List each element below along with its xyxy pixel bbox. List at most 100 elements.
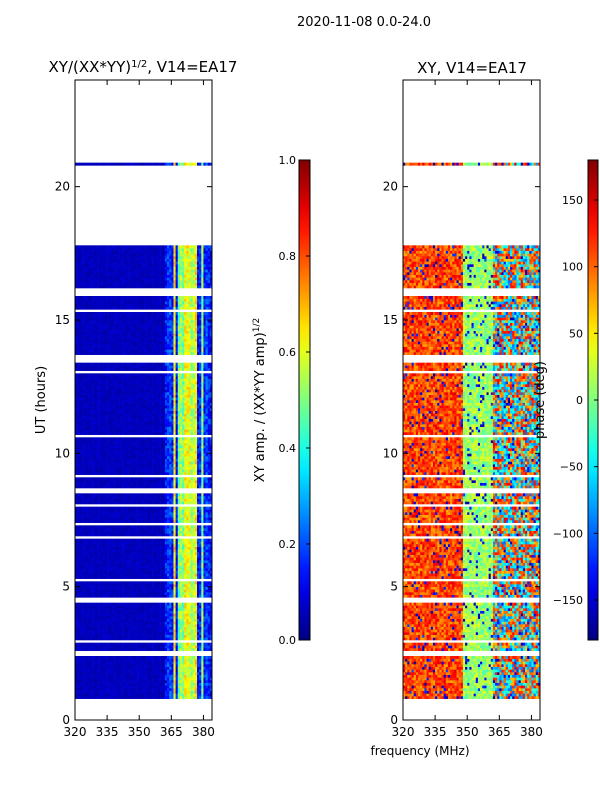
- ratio-heat-cell: [114, 661, 116, 664]
- ratio-heat-cell: [141, 461, 143, 464]
- ratio-heat-cell: [199, 672, 201, 675]
- ratio-heat-cell: [158, 629, 160, 632]
- ratio-heat-cell: [90, 515, 92, 518]
- ratio-heat-cell: [99, 496, 101, 499]
- ratio-heat-cell: [197, 499, 199, 502]
- ratio-heat-cell: [197, 627, 199, 630]
- ratio-heat-cell: [135, 613, 137, 616]
- ratio-heat-cell: [77, 469, 79, 472]
- ratio-heat-cell: [84, 637, 86, 640]
- ratio-heat-cell: [197, 461, 199, 464]
- ratio-heat-cell: [137, 669, 139, 672]
- ratio-heat-cell: [146, 683, 148, 686]
- ratio-heat-cell: [144, 624, 146, 627]
- ratio-heat-cell: [103, 547, 105, 550]
- ratio-heat-cell: [111, 680, 113, 683]
- ratio-heat-cell: [167, 547, 169, 550]
- ratio-heat-cell: [195, 584, 197, 587]
- ratio-heat-cell: [191, 525, 193, 528]
- ratio-heat-cell: [114, 581, 116, 584]
- ratio-heat-cell: [118, 643, 120, 646]
- ratio-heat-cell: [92, 549, 94, 552]
- ratio-heat-cell: [103, 461, 105, 464]
- ratio-heat-cell: [176, 595, 178, 598]
- ratio-heat-cell: [77, 656, 79, 659]
- ratio-heat-cell: [141, 552, 143, 555]
- ratio-heat-cell: [81, 501, 83, 504]
- ratio-heat-cell: [163, 613, 165, 616]
- ratio-heat-cell: [188, 533, 190, 536]
- ratio-heat-cell: [148, 611, 150, 614]
- ratio-heat-cell: [165, 485, 167, 488]
- ratio-heat-cell: [116, 688, 118, 691]
- ratio-heat-cell: [152, 675, 154, 678]
- ratio-heat-cell: [206, 613, 208, 616]
- ratio-heat-cell: [116, 693, 118, 696]
- ratio-heat-cell: [109, 533, 111, 536]
- ratio-heat-cell: [156, 685, 158, 688]
- ratio-heat-cell: [154, 576, 156, 579]
- ratio-heat-cell: [201, 627, 203, 630]
- ratio-heat-cell: [173, 555, 175, 558]
- ratio-heat-cell: [161, 611, 163, 614]
- ratio-heat-cell: [107, 520, 109, 523]
- ratio-heat-cell: [118, 501, 120, 504]
- ratio-heat-cell: [124, 483, 126, 486]
- ratio-heat-cell: [167, 627, 169, 630]
- ratio-heat-cell: [186, 587, 188, 590]
- ratio-heat-cell: [84, 667, 86, 670]
- ratio-heat-cell: [148, 621, 150, 624]
- ratio-heat-cell: [144, 552, 146, 555]
- ratio-heat-cell: [131, 477, 133, 480]
- ratio-heat-cell: [109, 613, 111, 616]
- ratio-heat-cell: [96, 531, 98, 534]
- ratio-heat-cell: [161, 688, 163, 691]
- ratio-heat-cell: [184, 568, 186, 571]
- ratio-heat-cell: [79, 480, 81, 483]
- ratio-heat-cell: [79, 512, 81, 515]
- ratio-heat-cell: [137, 472, 139, 475]
- ratio-heat-cell: [86, 520, 88, 523]
- ratio-heat-cell: [188, 560, 190, 563]
- ratio-heat-cell: [195, 680, 197, 683]
- ratio-heat-cell: [201, 547, 203, 550]
- ratio-heat-cell: [101, 683, 103, 686]
- ratio-heat-cell: [94, 664, 96, 667]
- ratio-heat-cell: [176, 659, 178, 662]
- ratio-heat-cell: [171, 565, 173, 568]
- ratio-heat-cell: [184, 645, 186, 648]
- ratio-heat-cell: [94, 581, 96, 584]
- ratio-heat-cell: [152, 547, 154, 550]
- ratio-heat-cell: [150, 635, 152, 638]
- ratio-heat-cell: [90, 637, 92, 640]
- ratio-heat-cell: [79, 696, 81, 699]
- ratio-heat-cell: [131, 613, 133, 616]
- ratio-heat-cell: [146, 608, 148, 611]
- ratio-heat-cell: [90, 544, 92, 547]
- ratio-heat-cell: [193, 547, 195, 550]
- ratio-heat-cell: [86, 605, 88, 608]
- ratio-heat-cell: [171, 533, 173, 536]
- ratio-heat-cell: [126, 595, 128, 598]
- ratio-heat-cell: [156, 584, 158, 587]
- ratio-heat-cell: [90, 648, 92, 651]
- ratio-heat-cell: [94, 632, 96, 635]
- ratio-heat-cell: [144, 541, 146, 544]
- ratio-heat-cell: [152, 501, 154, 504]
- ratio-heat-cell: [163, 581, 165, 584]
- ratio-heat-cell: [161, 629, 163, 632]
- ratio-heat-cell: [158, 632, 160, 635]
- ratio-heat-cell: [158, 493, 160, 496]
- ratio-heat-cell: [144, 589, 146, 592]
- ratio-heat-cell: [208, 627, 210, 630]
- ratio-heat-cell: [141, 584, 143, 587]
- ratio-heat-cell: [180, 547, 182, 550]
- ratio-heat-cell: [120, 557, 122, 560]
- ratio-heat-cell: [135, 629, 137, 632]
- ratio-heat-cell: [197, 645, 199, 648]
- ratio-heat-cell: [156, 648, 158, 651]
- ratio-heat-cell: [148, 629, 150, 632]
- ratio-heat-cell: [167, 515, 169, 518]
- ratio-heat-cell: [124, 603, 126, 606]
- ratio-heat-cell: [139, 616, 141, 619]
